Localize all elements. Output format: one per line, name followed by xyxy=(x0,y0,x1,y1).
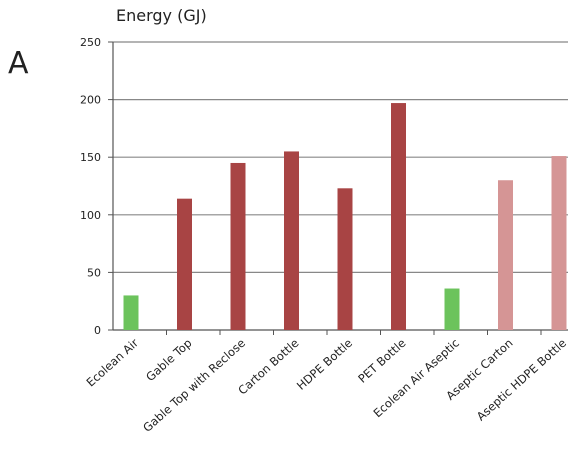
bar xyxy=(552,156,567,330)
bar xyxy=(338,188,353,330)
x-tick-label: Gable Top xyxy=(143,336,194,384)
bar xyxy=(391,103,406,330)
y-tick-label: 250 xyxy=(80,36,101,49)
x-tick-label: Ecolean Air xyxy=(84,336,142,390)
y-tick-label: 0 xyxy=(94,324,101,337)
x-tick-label: Gable Top with Reclose xyxy=(140,336,248,435)
bar xyxy=(445,289,460,330)
bar xyxy=(498,180,513,330)
bar xyxy=(177,199,192,330)
y-tick-labels: 0 50 100 150 200 250 xyxy=(80,36,101,337)
x-tick-label: PET Bottle xyxy=(355,336,408,386)
y-tick-label: 100 xyxy=(80,209,101,222)
bar xyxy=(124,295,139,330)
bars xyxy=(124,103,567,330)
bar xyxy=(284,151,299,330)
y-tick-label: 150 xyxy=(80,151,101,164)
x-tick-label: Aseptic HDPE Bottle xyxy=(474,336,568,424)
y-tick-label: 200 xyxy=(80,94,101,107)
y-tick-label: 50 xyxy=(87,266,101,279)
bar xyxy=(231,163,246,330)
x-tick-label: HDPE Bottle xyxy=(294,336,355,393)
